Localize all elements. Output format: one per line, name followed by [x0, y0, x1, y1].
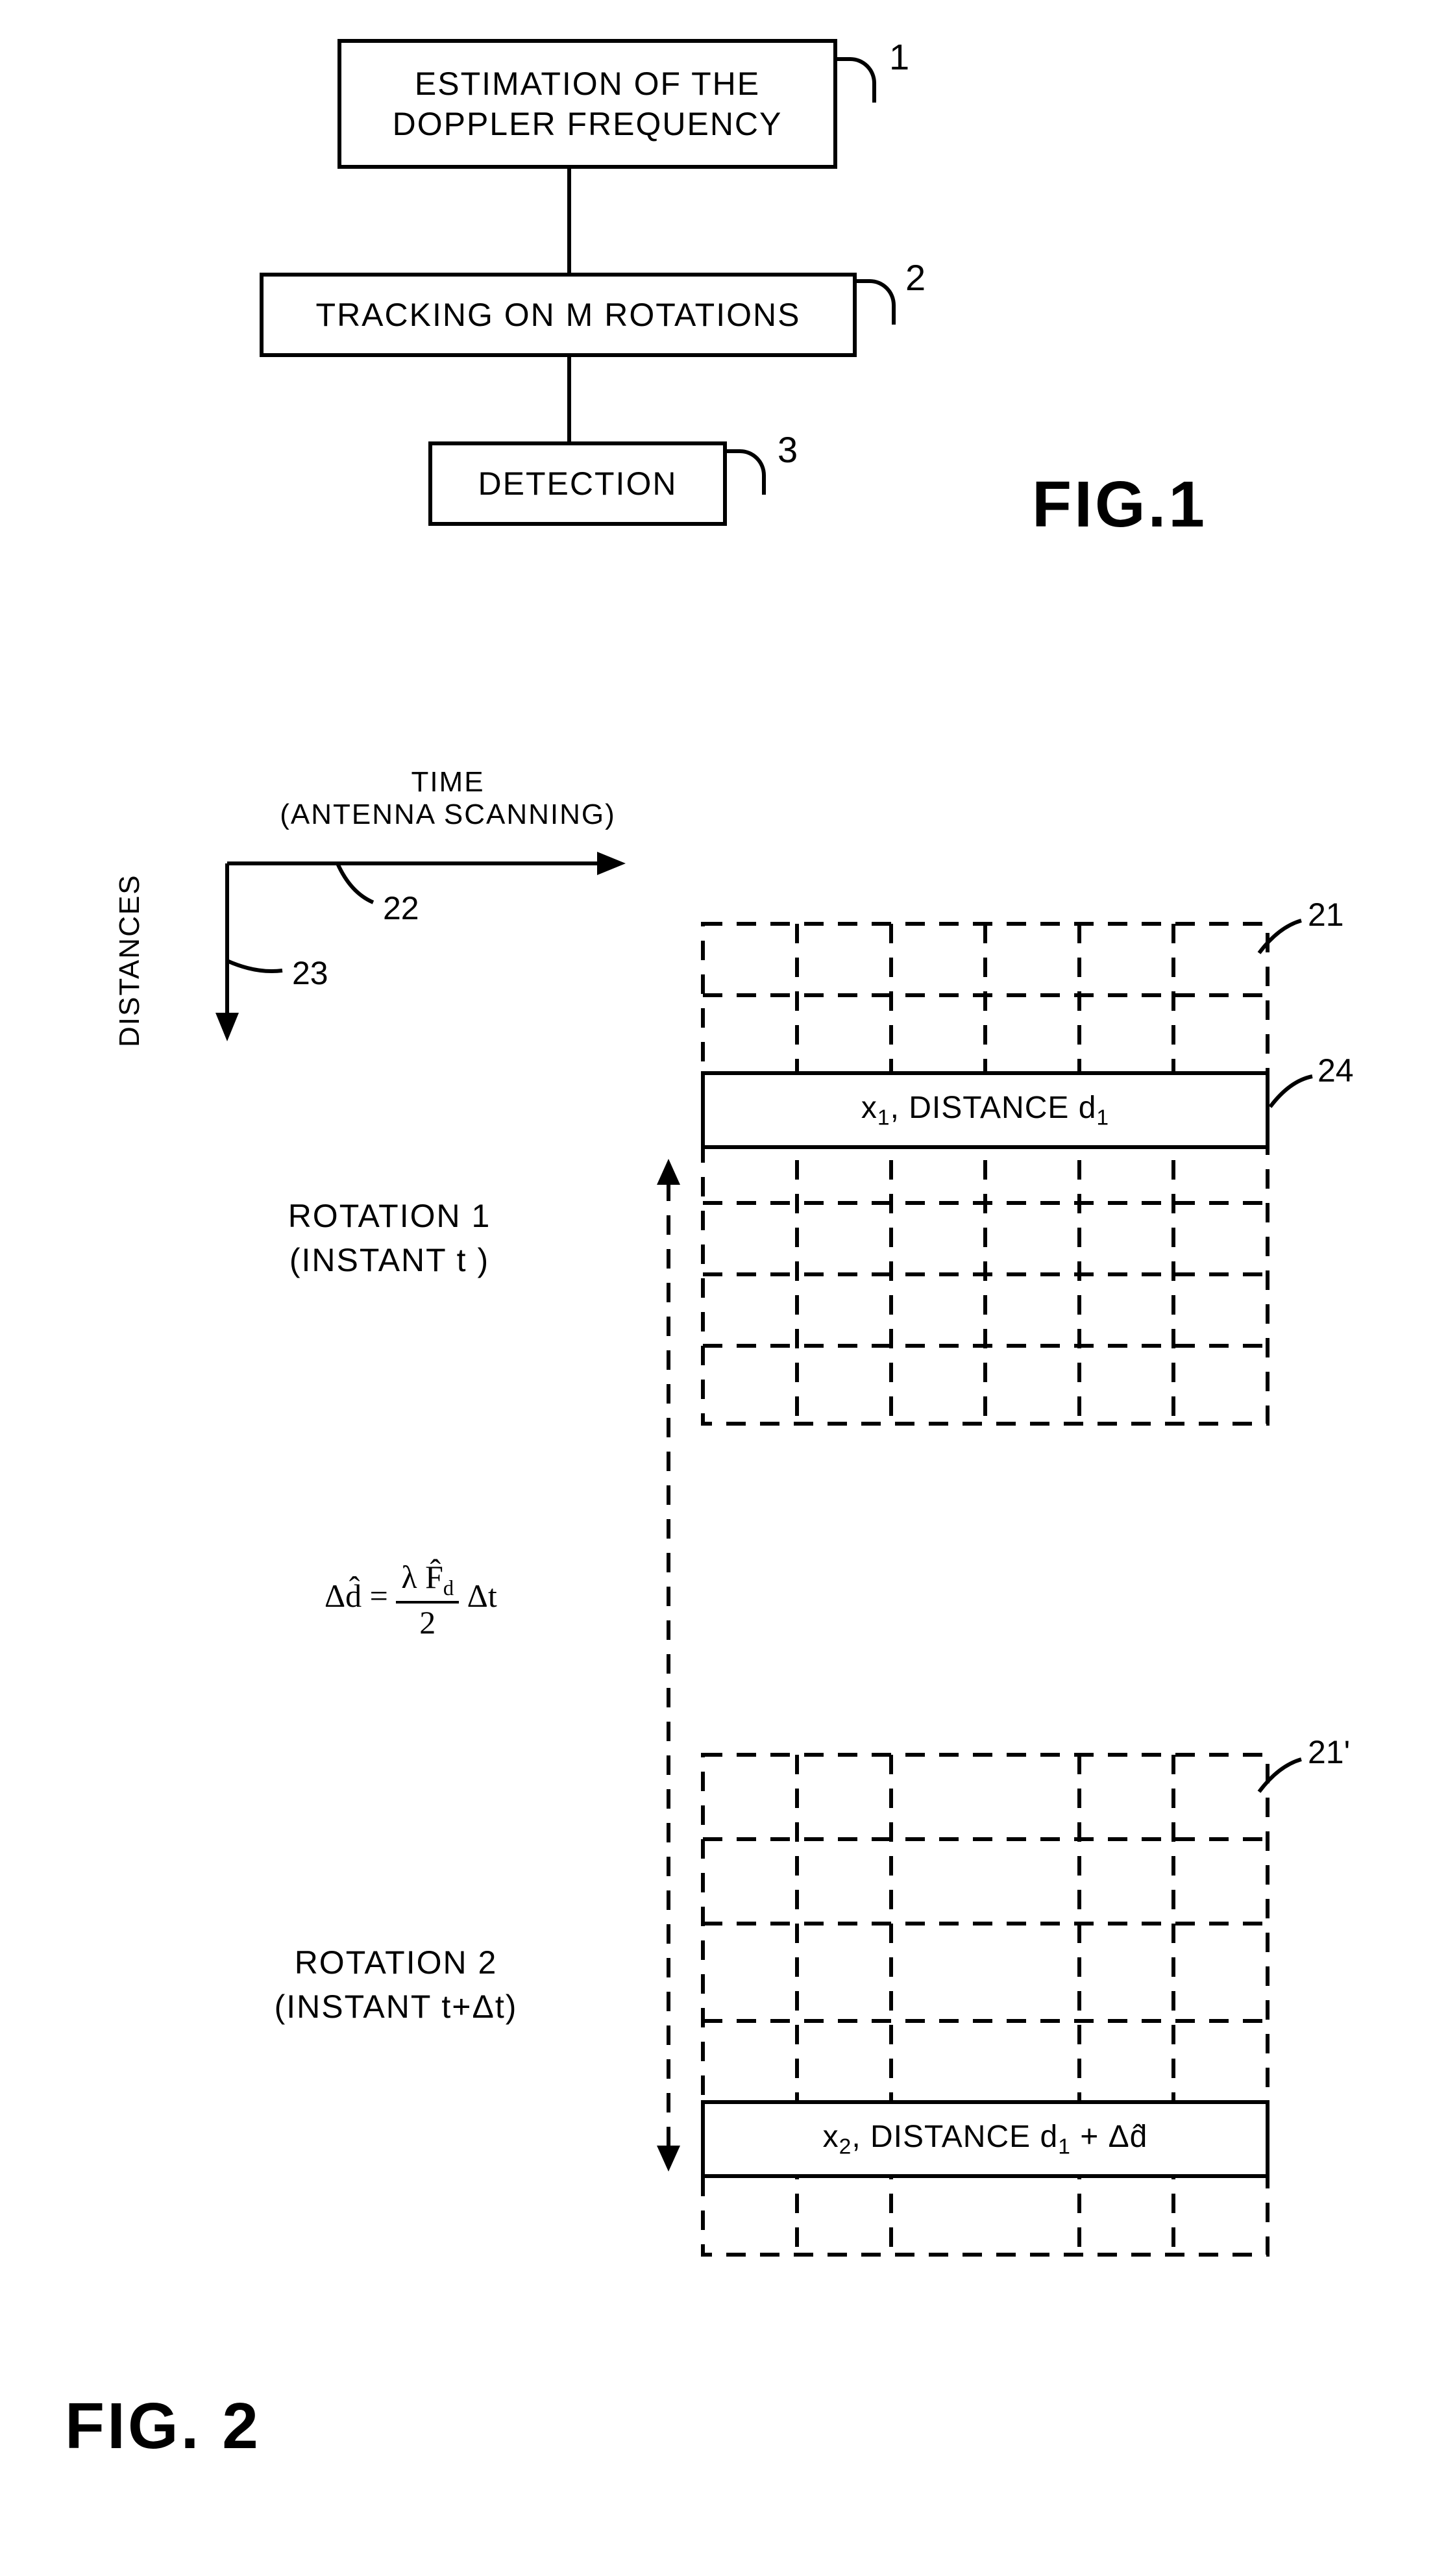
box-tracking: TRACKING ON M ROTATIONS — [260, 273, 857, 357]
connector-1 — [567, 169, 571, 273]
cell2-x: x — [823, 2120, 839, 2154]
cell2-mid: , DISTANCE d — [852, 2120, 1058, 2154]
cell2-content: x2, DISTANCE d1 + Δd̂ — [823, 2119, 1148, 2160]
callout-21-prime: 21' — [1308, 1733, 1350, 1771]
vertical-arrow — [649, 1156, 688, 2175]
callout-24: 24 — [1318, 1052, 1354, 1089]
distance-cell-1: x1, DISTANCE d1 — [701, 1071, 1269, 1149]
box-doppler-estimation: ESTIMATION OF THEDOPPLER FREQUENCY — [337, 39, 837, 169]
fig1-label: FIG.1 — [1032, 467, 1207, 542]
grid-1 — [701, 922, 1324, 1428]
page: ESTIMATION OF THEDOPPLER FREQUENCY 1 TRA… — [39, 39, 1396, 2537]
cell2-sub2: 1 — [1058, 2135, 1071, 2159]
fig2-label: FIG. 2 — [65, 2389, 261, 2464]
callout-curve-21 — [1256, 914, 1314, 972]
callout-22: 22 — [383, 889, 419, 927]
cell1-mid: , DISTANCE d — [890, 1091, 1097, 1125]
box-doppler-text: ESTIMATION OF THEDOPPLER FREQUENCY — [393, 64, 783, 145]
callout-curve-1 — [837, 57, 876, 103]
callout-curve-21p — [1256, 1753, 1314, 1811]
time-axis-label: TIME(ANTENNA SCANNING) — [279, 766, 617, 831]
rotation-2-label: ROTATION 2(INSTANT t+Δt) — [253, 1941, 539, 2029]
callout-21: 21 — [1308, 896, 1344, 934]
cell1-sub1: 1 — [877, 1106, 890, 1130]
callout-2: 2 — [905, 256, 926, 299]
callout-1: 1 — [889, 36, 909, 78]
box-detection-text: DETECTION — [478, 464, 678, 504]
formula-content: Δd̂ = λ F̂d2 Δt — [325, 1578, 497, 1614]
time-axis-text: TIME(ANTENNA SCANNING) — [280, 766, 616, 830]
callout-3: 3 — [778, 428, 798, 471]
rotation-1-label: ROTATION 1(INSTANT t ) — [253, 1195, 526, 1282]
box-tracking-text: TRACKING ON M ROTATIONS — [316, 295, 801, 336]
dist-axis-text: DISTANCES — [114, 874, 145, 1048]
cell1-x: x — [861, 1091, 877, 1125]
cell1-content: x1, DISTANCE d1 — [861, 1090, 1109, 1131]
delta-d-formula: Δd̂ = λ F̂d2 Δt — [325, 1558, 497, 1641]
box-detection: DETECTION — [428, 441, 727, 526]
distance-axis-label: DISTANCES — [114, 863, 146, 1058]
callout-23: 23 — [292, 954, 328, 992]
callout-curve-2 — [857, 279, 896, 325]
callout-curve-3 — [727, 449, 766, 495]
grid-2: < line x1="438" y1="3" x2="438" y2="773"… — [701, 1753, 1324, 2259]
cell2-sub1: 2 — [839, 2135, 852, 2159]
callout-curve-24 — [1267, 1071, 1325, 1130]
rot2-text: ROTATION 2(INSTANT t+Δt) — [275, 1944, 518, 2025]
rot1-text: ROTATION 1(INSTANT t ) — [288, 1198, 491, 1278]
distance-cell-2: x2, DISTANCE d1 + Δd̂ — [701, 2100, 1269, 2178]
figure-1: ESTIMATION OF THEDOPPLER FREQUENCY 1 TRA… — [247, 39, 1220, 623]
figure-2: TIME(ANTENNA SCANNING) DISTANCES 22 23 — [39, 753, 1396, 2506]
cell2-extra: + Δd̂ — [1071, 2120, 1147, 2154]
connector-2 — [567, 357, 571, 441]
cell1-sub2: 1 — [1096, 1106, 1109, 1130]
